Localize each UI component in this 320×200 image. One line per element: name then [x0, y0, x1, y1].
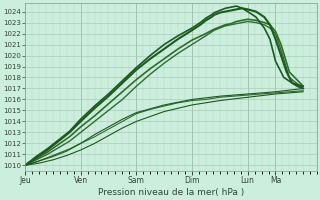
X-axis label: Pression niveau de la mer( hPa ): Pression niveau de la mer( hPa ) [98, 188, 244, 197]
